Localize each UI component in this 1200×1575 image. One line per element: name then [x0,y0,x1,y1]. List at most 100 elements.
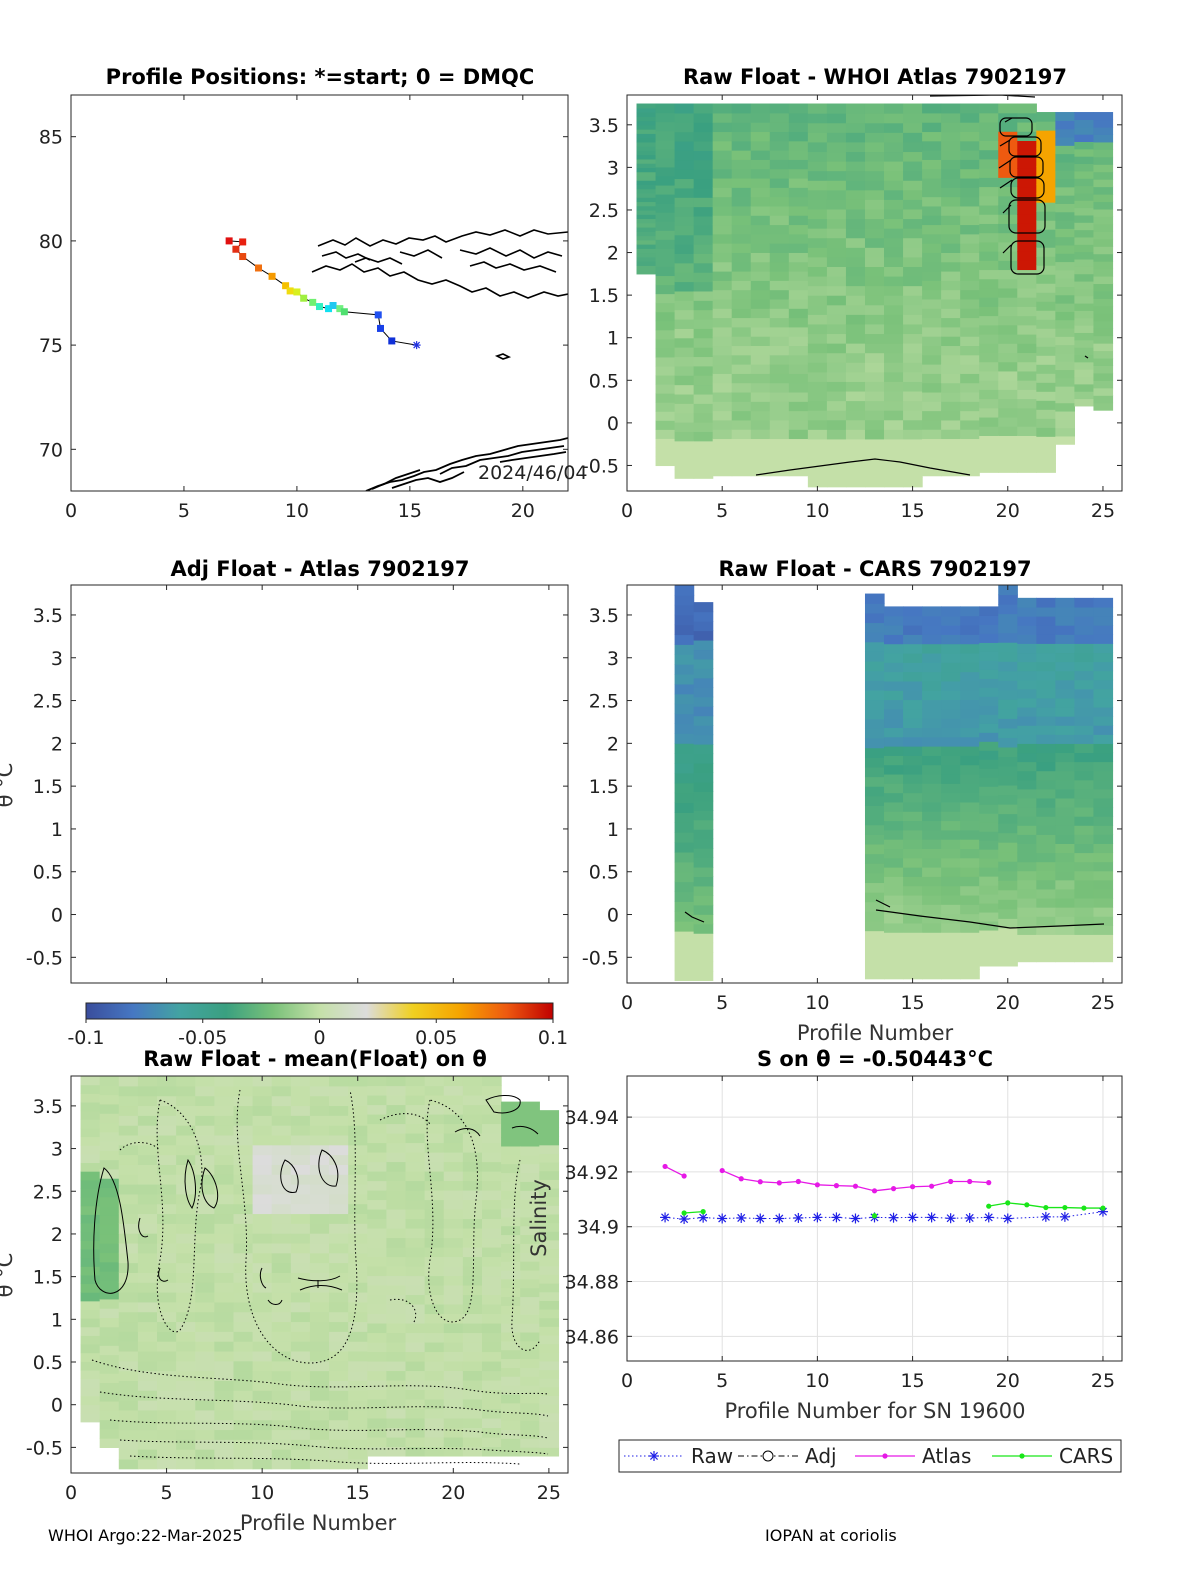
heatmap-cell [750,168,771,179]
heatmap-cell [922,122,942,133]
heatmap-cell [99,1354,120,1365]
heatmap-cell [290,1449,311,1460]
mean-y-tick-label: 0.5 [33,1352,63,1374]
heatmap-cell [960,783,980,794]
heatmap-cell [922,215,942,226]
heatmap-cell [884,189,904,200]
heatmap-cell [252,1282,273,1293]
heatmap-cell [214,1223,235,1234]
heatmap-cell [864,872,885,884]
heatmap-cell [1093,223,1114,232]
mean-x-tick-label: 25 [537,1482,561,1504]
heatmap-cell [501,1252,521,1262]
heatmap-cell [655,157,676,168]
heatmap-cell [864,189,885,200]
heatmap-cell [922,410,942,421]
heatmap-cell [1055,203,1076,213]
heatmap-cell [195,1233,215,1244]
heatmap-cell [1093,807,1114,817]
heatmap-cell [712,391,733,402]
heatmap-cell [309,1282,330,1293]
heatmap-cell [845,228,866,239]
heatmap-cell [1074,661,1095,672]
heatmap-cell [674,206,695,217]
heatmap-cell [998,861,1018,872]
heatmap-cell [176,1311,196,1323]
heatmap-cell [903,764,923,775]
heatmap-cell [674,178,695,189]
heatmap-cell [539,1187,560,1198]
heatmap-cell [941,177,961,188]
heatmap-cell [80,1343,101,1354]
heatmap-cell [1093,201,1114,210]
heatmap-cell [979,149,999,160]
heatmap-cell [520,1154,540,1165]
heatmap-cell [998,251,1018,261]
heatmap-cell [1017,943,1037,954]
heatmap-cell [233,1174,254,1185]
heatmap-cell [176,1085,196,1097]
heatmap-cell [655,438,676,448]
heatmap-cell [750,252,771,263]
heatmap-cell [655,148,676,159]
heatmap-cell [731,391,752,402]
cars-y-tick-label: 3.5 [589,605,619,627]
heatmap-cell [1017,916,1037,926]
heatmap-cell [960,857,980,868]
heatmap-cell [864,458,885,469]
heatmap-cell [922,699,942,710]
heatmap-cell [884,419,904,430]
heatmap-cell [693,819,714,830]
adj-atlas-ylabel: θ °C [0,763,17,808]
cars-y-tick-label: 1.5 [589,776,619,798]
cars-y-tick-label: 2 [607,733,619,755]
heatmap-cell [922,159,942,170]
heatmap-cell [481,1189,502,1201]
heatmap-cell [271,1321,292,1332]
heatmap-cell [539,1429,560,1440]
heatmap-cell [960,336,980,347]
heatmap-cell [462,1237,483,1248]
heatmap-cell [271,1439,292,1450]
heatmap-cell [922,811,942,822]
heatmap-cell [807,448,828,459]
heatmap-cell [348,1419,368,1431]
heatmap-cell [195,1262,215,1273]
heatmap-cell [1055,652,1076,663]
heatmap-cell [501,1402,521,1413]
heatmap-cell [99,1382,120,1393]
heatmap-cell [655,374,676,385]
mean-x-tick-label: 5 [161,1482,173,1504]
heatmap-cell [195,1331,215,1342]
heatmap-cell [99,1280,120,1291]
heatmap-cell [80,1335,101,1345]
heatmap-cell [1036,274,1056,284]
heatmap-cell [884,690,904,701]
heatmap-cell [826,132,847,143]
heatmap-cell [903,189,923,200]
heatmap-cell [1074,716,1095,726]
heatmap-cell [693,225,714,236]
heatmap-cell [405,1237,426,1248]
heatmap-cell [788,215,809,226]
heatmap-cell [329,1360,349,1372]
heatmap-cell [520,1181,540,1191]
heatmap-cell [214,1321,235,1332]
heatmap-cell [712,410,733,421]
heatmap-cell [941,950,961,961]
heatmap-cell [386,1113,407,1125]
heatmap-cell [693,715,714,726]
heatmap-cell [1055,145,1076,155]
heatmap-cell [979,389,999,400]
heatmap-cell [214,1380,235,1391]
heatmap-cell [674,140,695,151]
heatmap-cell [501,1296,521,1306]
heatmap-cell [864,612,885,624]
heatmap-cell [118,1409,139,1421]
heatmap-cell [539,1239,560,1250]
heatmap-cell [864,285,885,296]
heatmap-cell [941,755,961,766]
heatmap-cell [960,150,980,160]
heatmap-cell [1036,418,1056,428]
cars-x-tick-label: 5 [716,992,728,1014]
